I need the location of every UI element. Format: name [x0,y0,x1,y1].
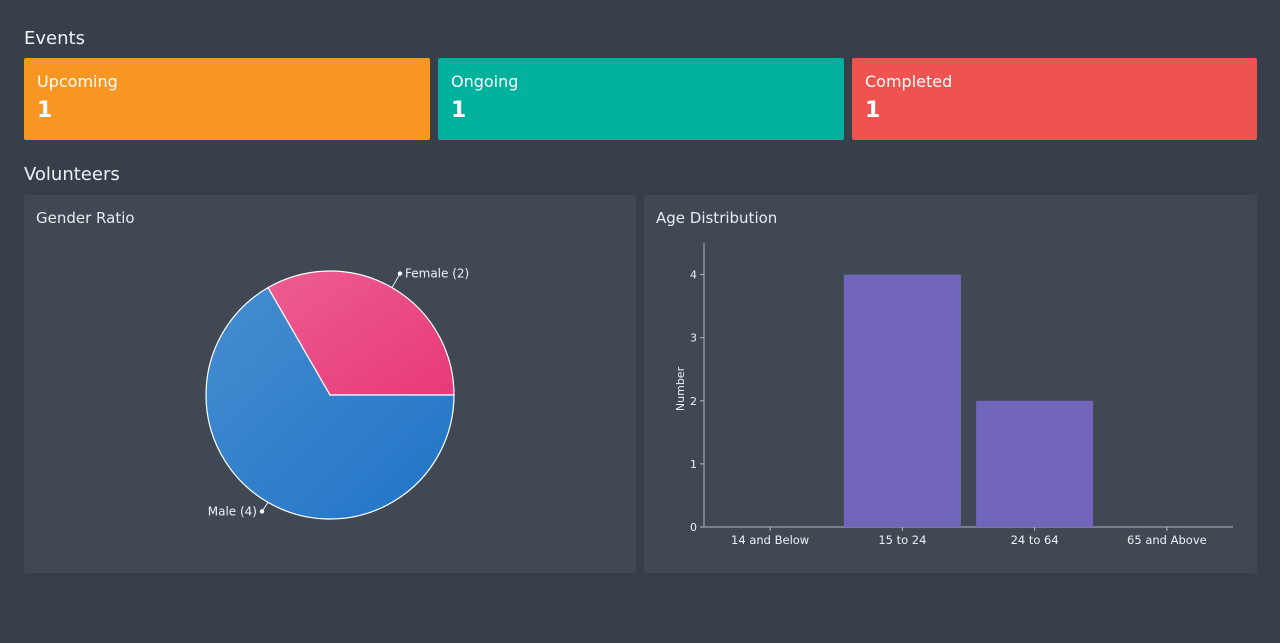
events-section-title: Events [24,28,85,49]
y-tick-label: 1 [690,458,697,471]
x-tick-label: 65 and Above [1127,533,1207,547]
upcoming-count: 1 [37,98,53,123]
completed-count: 1 [865,98,881,123]
y-tick-label: 0 [690,521,697,534]
completed-events-card[interactable]: Completed 1 [852,58,1257,140]
x-tick-label: 14 and Below [731,533,809,547]
bar-15-to-24[interactable] [843,274,961,527]
ongoing-label: Ongoing [451,72,519,91]
pie-leader-line [391,273,401,288]
pie-leader-dot [259,509,265,514]
pie-leader-dot [397,271,403,276]
x-tick-label: 24 to 64 [1011,533,1059,547]
completed-label: Completed [865,72,953,91]
pie-label-male: Male (4) [208,504,257,518]
upcoming-events-card[interactable]: Upcoming 1 [24,58,430,140]
bar-24-to-64[interactable] [976,400,1094,527]
age-distribution-title: Age Distribution [656,209,778,227]
ongoing-events-card[interactable]: Ongoing 1 [438,58,844,140]
y-tick-label: 3 [690,332,697,345]
gender-ratio-title: Gender Ratio [36,209,135,227]
y-tick-label: 4 [690,269,697,282]
volunteers-section-title: Volunteers [24,164,120,185]
ongoing-count: 1 [451,98,467,123]
pie-slice-male[interactable] [205,286,455,520]
upcoming-label: Upcoming [37,72,118,91]
x-tick-label: 15 to 24 [878,533,926,547]
gender-ratio-panel: Gender Ratio Female (2) Male (4) [24,195,636,573]
age-bar-chart: 0 1 2 3 4 Number 14 and Below 15 to 24 24 to 64 6… [674,243,1233,547]
gender-pie-chart: Female (2) Male (4) [205,267,469,520]
y-axis-label: Number [674,366,687,411]
y-tick-label: 2 [690,395,697,408]
age-distribution-panel: Age Distribution 0 1 2 3 4 Number 14 and Below… [644,195,1257,573]
pie-label-female: Female (2) [405,267,469,281]
